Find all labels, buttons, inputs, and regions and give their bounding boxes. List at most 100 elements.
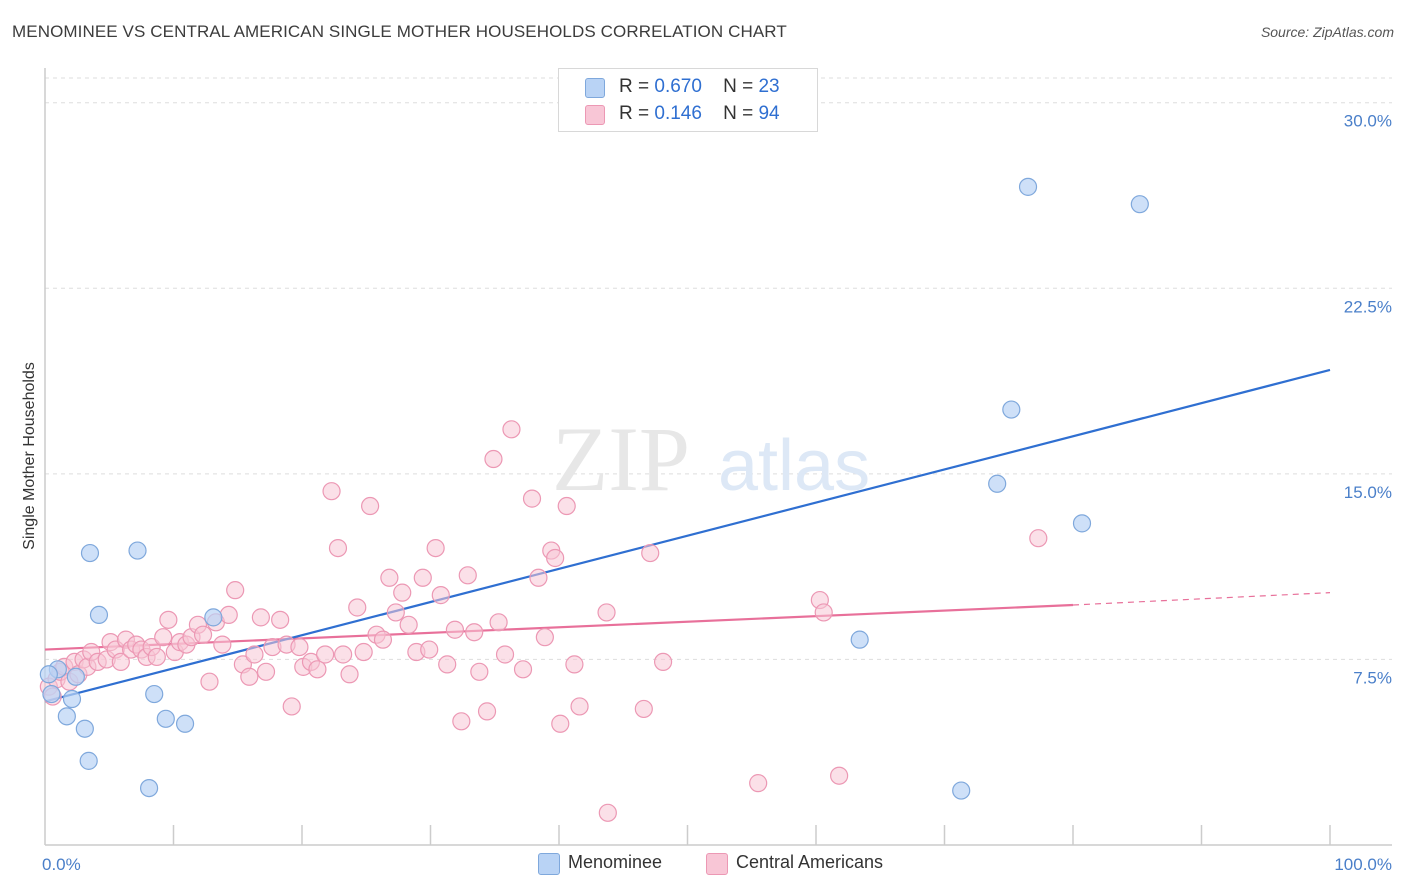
data-point-central-americans xyxy=(420,640,439,659)
data-point-central-americans xyxy=(413,568,432,587)
data-point-central-americans xyxy=(334,645,353,664)
y-tick-label: 7.5% xyxy=(1353,668,1392,687)
data-point-menominee xyxy=(988,474,1007,493)
legend-n-value: 94 xyxy=(758,103,780,124)
data-point-menominee xyxy=(80,543,100,563)
menominee-points xyxy=(39,177,1149,800)
y-axis-label: Single Mother Households xyxy=(21,362,38,550)
data-point-menominee xyxy=(1072,514,1092,533)
watermark-zip: ZIP xyxy=(552,408,690,510)
legend-swatch-blue xyxy=(585,78,605,98)
source-label: Source: ZipAtlas.com xyxy=(1260,24,1394,40)
data-point-central-americans xyxy=(551,714,570,733)
data-point-central-americans xyxy=(431,586,450,605)
data-point-central-americans xyxy=(484,449,503,469)
data-point-central-americans xyxy=(354,642,373,662)
data-point-central-americans xyxy=(322,482,341,501)
data-point-menominee xyxy=(175,714,195,733)
data-point-central-americans xyxy=(570,697,589,716)
data-point-central-americans xyxy=(373,630,393,649)
series-legend: Menominee Central Americans xyxy=(0,852,1406,876)
data-point-menominee xyxy=(42,684,61,704)
data-point-central-americans xyxy=(452,712,471,731)
y-tick-label: 15.0% xyxy=(1344,483,1392,502)
data-point-central-americans xyxy=(495,645,515,664)
data-point-central-americans xyxy=(458,566,477,585)
data-point-central-americans xyxy=(245,645,264,664)
data-point-central-americans xyxy=(557,496,576,516)
data-point-menominee xyxy=(204,608,223,627)
data-point-central-americans xyxy=(529,568,548,587)
trend-line-menominee xyxy=(44,368,1331,703)
data-point-menominee xyxy=(1130,195,1149,214)
legend-r-value: 0.670 xyxy=(654,76,702,97)
data-point-central-americans xyxy=(226,581,245,600)
legend-label-menominee: Menominee xyxy=(568,852,663,872)
correlation-legend: R = 0.670 N = 23 R = 0.146 N = 94 xyxy=(558,68,818,132)
data-point-menominee xyxy=(89,605,109,625)
chart-title: MENOMINEE VS CENTRAL AMERICAN SINGLE MOT… xyxy=(12,22,787,41)
data-point-central-americans xyxy=(147,647,166,667)
data-point-menominee xyxy=(1018,177,1038,196)
data-point-central-americans xyxy=(465,623,484,642)
data-point-central-americans xyxy=(830,766,849,785)
data-point-menominee xyxy=(850,630,869,649)
data-point-central-americans xyxy=(399,615,418,634)
data-point-central-americans xyxy=(535,628,554,647)
data-point-central-americans xyxy=(445,620,465,639)
data-point-central-americans xyxy=(154,628,173,647)
data-point-menominee xyxy=(1002,400,1021,419)
x-tick-label: 0.0% xyxy=(42,855,81,874)
data-point-menominee xyxy=(39,665,58,684)
data-point-central-americans xyxy=(386,603,405,622)
data-point-central-americans xyxy=(814,603,833,622)
legend-r-label: R = xyxy=(619,76,650,97)
legend-n-value: 23 xyxy=(758,76,780,97)
trend-line-central-americans-extension xyxy=(1072,592,1331,606)
data-point-central-americans xyxy=(546,548,565,568)
data-point-menominee xyxy=(75,719,94,738)
y-tick-label: 22.5% xyxy=(1344,297,1392,316)
data-point-central-americans xyxy=(271,610,290,629)
data-point-menominee xyxy=(62,689,82,709)
data-point-central-americans xyxy=(308,660,327,679)
data-point-central-americans xyxy=(159,610,178,629)
data-point-central-americans xyxy=(340,665,359,684)
tick-labels: 7.5% 15.0% 22.5% 30.0% 0.0% 100.0% xyxy=(42,112,1392,874)
data-point-central-americans xyxy=(653,652,673,672)
data-point-central-americans xyxy=(393,583,412,602)
data-point-central-americans xyxy=(477,702,497,721)
legend-swatch-pink xyxy=(585,105,605,125)
data-point-central-americans xyxy=(200,672,219,691)
data-point-central-americans xyxy=(634,699,653,719)
legend-label-central-americans: Central Americans xyxy=(736,852,884,872)
data-point-menominee xyxy=(66,667,85,686)
data-point-central-americans xyxy=(213,635,232,654)
legend-swatch-blue xyxy=(538,853,560,875)
x-tick-label: 100.0% xyxy=(1334,855,1392,874)
data-point-central-americans xyxy=(426,538,445,558)
grid-lines xyxy=(45,77,1392,660)
data-point-central-americans xyxy=(438,655,457,674)
data-point-central-americans xyxy=(282,697,301,716)
data-point-central-americans xyxy=(348,598,367,617)
data-point-menominee xyxy=(952,781,971,800)
data-point-central-americans xyxy=(290,637,309,657)
data-point-central-americans xyxy=(597,603,616,622)
data-point-menominee xyxy=(145,684,164,704)
legend-swatch-pink xyxy=(706,853,728,875)
data-point-central-americans xyxy=(111,652,130,672)
legend-r-value: 0.146 xyxy=(654,103,702,124)
data-point-central-americans xyxy=(328,538,348,558)
data-point-menominee xyxy=(156,709,175,728)
data-point-central-americans xyxy=(361,496,380,516)
data-point-central-americans xyxy=(251,608,270,627)
axes xyxy=(44,68,1392,846)
data-point-central-americans xyxy=(219,605,238,625)
watermark: ZIP atlas xyxy=(552,408,870,510)
data-point-central-americans xyxy=(193,625,213,644)
legend-r-label: R = xyxy=(619,103,650,124)
data-point-central-americans xyxy=(502,420,521,439)
data-point-central-americans xyxy=(380,568,399,587)
